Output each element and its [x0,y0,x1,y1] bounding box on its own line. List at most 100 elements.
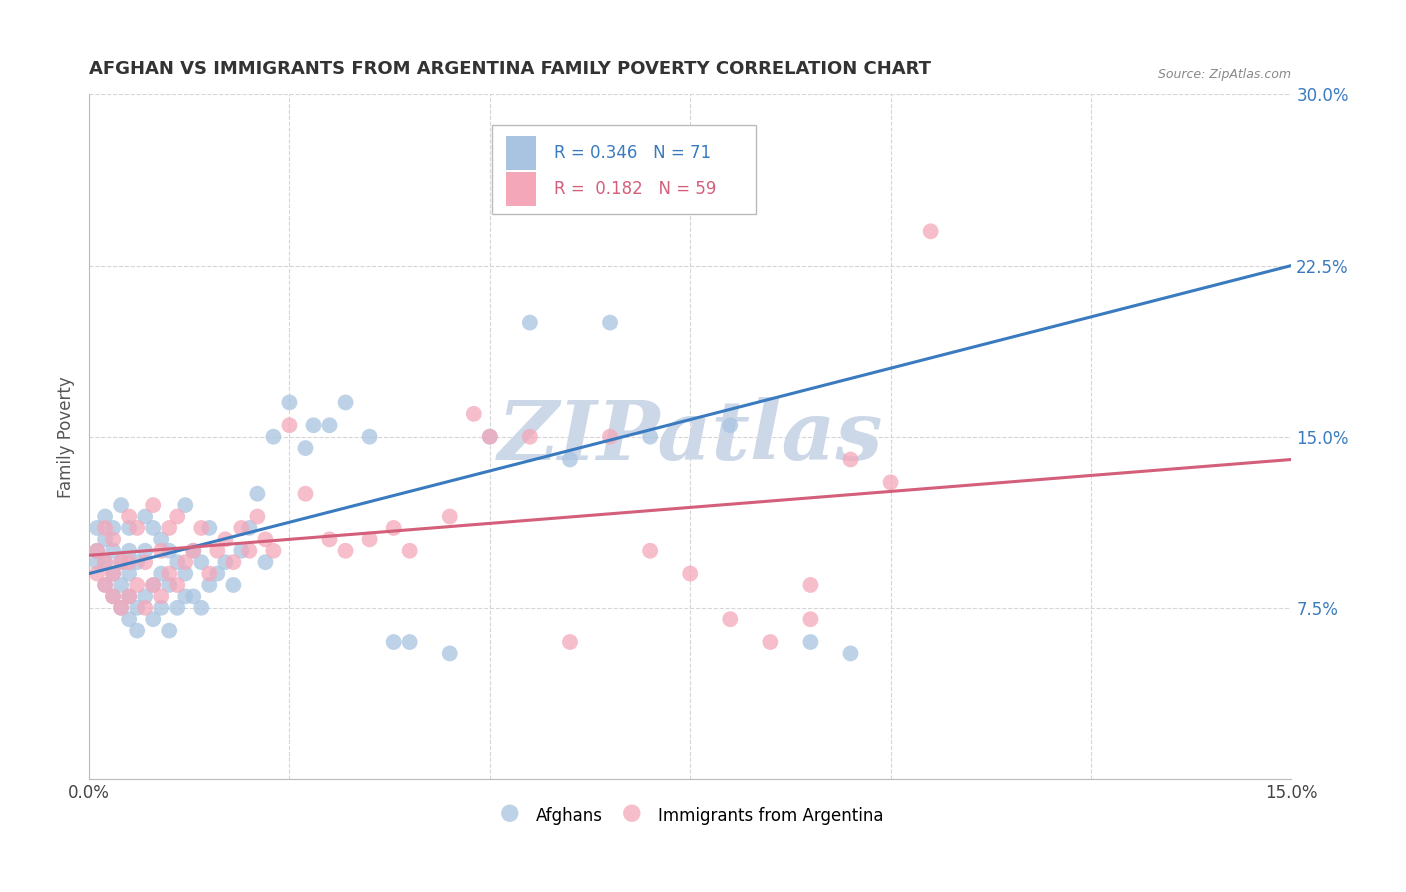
Y-axis label: Family Poverty: Family Poverty [58,376,75,498]
Immigrants from Argentina [134,555,156,569]
Afghans [127,624,149,638]
Immigrants from Argentina [335,543,357,558]
Immigrants from Argentina [294,486,316,500]
Afghans [86,521,108,535]
Immigrants from Argentina [278,418,301,433]
Immigrants from Argentina [157,566,180,581]
Afghans [86,555,108,569]
Immigrants from Argentina [318,533,340,547]
Afghans [142,521,165,535]
Afghans [318,418,340,433]
Immigrants from Argentina [150,590,173,604]
Afghans [478,430,501,444]
Immigrants from Argentina [254,533,277,547]
Immigrants from Argentina [166,509,188,524]
Afghans [86,543,108,558]
Immigrants from Argentina [759,635,782,649]
Immigrants from Argentina [231,521,253,535]
Immigrants from Argentina [439,509,461,524]
Immigrants from Argentina [238,543,260,558]
Immigrants from Argentina [118,555,141,569]
Afghans [359,430,381,444]
Afghans [110,498,132,512]
Afghans [382,635,405,649]
Immigrants from Argentina [127,521,149,535]
Immigrants from Argentina [519,430,541,444]
Afghans [238,521,260,535]
Immigrants from Argentina [246,509,269,524]
Afghans [335,395,357,409]
Afghans [118,543,141,558]
Immigrants from Argentina [118,509,141,524]
Immigrants from Argentina [157,521,180,535]
Immigrants from Argentina [110,600,132,615]
Afghans [101,543,124,558]
Afghans [142,578,165,592]
Immigrants from Argentina [94,521,117,535]
Afghans [262,430,284,444]
Immigrants from Argentina [198,566,221,581]
Afghans [174,566,197,581]
Immigrants from Argentina [101,590,124,604]
Text: Source: ZipAtlas.com: Source: ZipAtlas.com [1159,68,1291,80]
Afghans [142,612,165,626]
Afghans [127,555,149,569]
Afghans [94,509,117,524]
Afghans [134,509,156,524]
Afghans [157,543,180,558]
Afghans [174,590,197,604]
FancyBboxPatch shape [492,125,756,214]
Legend: Afghans, Immigrants from Argentina: Afghans, Immigrants from Argentina [491,798,890,832]
Immigrants from Argentina [214,533,236,547]
Afghans [94,578,117,592]
Immigrants from Argentina [150,543,173,558]
Immigrants from Argentina [478,430,501,444]
Immigrants from Argentina [638,543,661,558]
Afghans [174,498,197,512]
Immigrants from Argentina [94,578,117,592]
Immigrants from Argentina [101,566,124,581]
Afghans [638,430,661,444]
Immigrants from Argentina [799,612,821,626]
Immigrants from Argentina [174,555,197,569]
Immigrants from Argentina [118,590,141,604]
Afghans [157,624,180,638]
Afghans [134,590,156,604]
Afghans [718,418,741,433]
Afghans [198,578,221,592]
Afghans [110,555,132,569]
Immigrants from Argentina [94,555,117,569]
Afghans [101,590,124,604]
Afghans [246,486,269,500]
Afghans [558,452,581,467]
Afghans [150,533,173,547]
Afghans [231,543,253,558]
Immigrants from Argentina [879,475,901,490]
Immigrants from Argentina [86,566,108,581]
Afghans [118,590,141,604]
Immigrants from Argentina [558,635,581,649]
Afghans [799,635,821,649]
Immigrants from Argentina [134,600,156,615]
Afghans [110,578,132,592]
Afghans [150,600,173,615]
Afghans [439,647,461,661]
Afghans [278,395,301,409]
Afghans [134,543,156,558]
Text: ZIPatlas: ZIPatlas [498,397,883,476]
Immigrants from Argentina [222,555,245,569]
Afghans [94,555,117,569]
Afghans [118,612,141,626]
Afghans [101,566,124,581]
Immigrants from Argentina [181,543,204,558]
Immigrants from Argentina [207,543,229,558]
Afghans [398,635,420,649]
Immigrants from Argentina [142,578,165,592]
Text: R = 0.346   N = 71: R = 0.346 N = 71 [554,144,711,161]
Immigrants from Argentina [799,578,821,592]
Afghans [222,578,245,592]
Afghans [198,521,221,535]
Bar [506,172,536,206]
Text: AFGHAN VS IMMIGRANTS FROM ARGENTINA FAMILY POVERTY CORRELATION CHART: AFGHAN VS IMMIGRANTS FROM ARGENTINA FAMI… [89,60,931,78]
Immigrants from Argentina [463,407,485,421]
